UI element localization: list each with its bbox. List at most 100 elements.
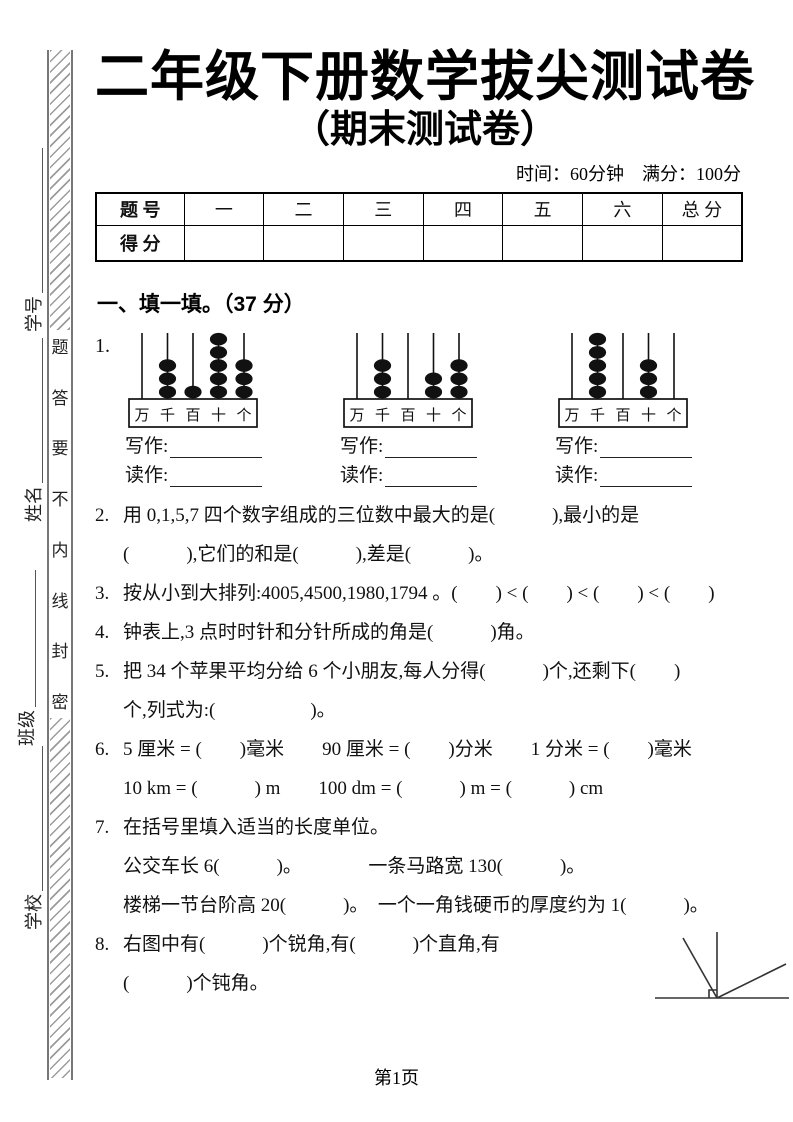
write-as-line: 写作: [125, 436, 263, 458]
score-table-col: 一 [183, 192, 265, 226]
seal-warning-char: 封 [51, 642, 69, 662]
angles-diagram [655, 932, 789, 999]
paper-content: 二年级下册数学拔尖测试卷 （期末测试卷） 时间：60分钟 满分：100分 题 号… [95, 38, 755, 1003]
abacus-figure-2: 万千百十个 [343, 332, 473, 428]
question-7-line-3: 楼梯一节台阶高 20( )。 一个一角钱硬币的厚度约为 1( )。 [123, 894, 709, 916]
field-name-label: 姓名 [24, 486, 44, 522]
svg-text:百: 百 [615, 408, 630, 424]
svg-text:百: 百 [400, 408, 415, 424]
seal-warning-char: 要 [51, 439, 69, 459]
question-3: 3. 按从小到大排列:4005,4500,1980,1794 。( ) < ( … [95, 574, 755, 613]
score-cell [183, 224, 265, 262]
question-2-number: 2. [95, 504, 110, 526]
score-cell [263, 224, 344, 262]
seal-warning-char: 不 [51, 490, 69, 510]
write-as-label: 写作: [340, 435, 384, 457]
question-7-line-2: 公交车长 6( )。 一条马路宽 130( )。 [123, 855, 586, 877]
svg-text:十: 十 [641, 407, 656, 424]
blank-line [600, 485, 693, 487]
score-table-label-question-number: 题 号 [95, 192, 185, 226]
question-5-line-1: 把 34 个苹果平均分给 6 个小朋友,每人分得( )个,还剩下( ) [123, 660, 681, 682]
read-as-line: 读作: [125, 465, 263, 487]
score-table-label-score: 得 分 [95, 224, 185, 262]
question-6: 6. 5 厘米 = ( )毫米 90 厘米 = ( )分米 1 分米 = ( )… [95, 730, 755, 808]
svg-text:个: 个 [236, 407, 251, 424]
read-as-label: 读作: [555, 464, 599, 486]
seal-warning-char: 内 [51, 540, 69, 560]
question-6-number: 6. [95, 738, 110, 760]
score-table-col: 三 [342, 192, 424, 226]
question-4-line-1: 钟表上,3 点时时针和分针所成的角是( )角。 [123, 621, 535, 643]
svg-text:十: 十 [426, 407, 441, 424]
field-name-line [42, 338, 43, 483]
field-student-number-label: 学号 [24, 296, 44, 332]
seal-hatch-bottom [50, 718, 70, 1078]
field-student-number: 学号 [16, 148, 46, 332]
score-table-col: 四 [422, 192, 504, 226]
question-4: 4. 钟表上,3 点时时针和分针所成的角是( )角。 [95, 613, 755, 652]
question-list: 2. 用 0,1,5,7 四个数字组成的三位数中最大的是( ),最小的是 ( )… [95, 496, 755, 1003]
question-8-line-2: ( )个钝角。 [123, 972, 269, 994]
score-table-score-row: 得 分 [95, 224, 743, 262]
score-cell [422, 224, 504, 262]
question-4-number: 4. [95, 621, 110, 643]
score-cell [502, 224, 584, 262]
question-2: 2. 用 0,1,5,7 四个数字组成的三位数中最大的是( ),最小的是 ( )… [95, 496, 755, 574]
write-as-line: 写作: [340, 436, 478, 458]
seal-warning-char: 答 [51, 388, 69, 408]
page-number: 第1页 [374, 1068, 419, 1088]
svg-text:万: 万 [564, 408, 579, 424]
seal-warning-char: 线 [51, 591, 69, 611]
abacus-block-1: 万千百十个 写作: 读作: [125, 331, 263, 487]
question-5-line-2: 个,列式为:( )。 [123, 699, 336, 721]
field-school-label: 学校 [24, 894, 44, 930]
question-7-number: 7. [95, 816, 110, 838]
question-5-number: 5. [95, 660, 110, 682]
question-2-line-2: ( ),它们的和是( ),差是( )。 [123, 543, 494, 565]
question-6-line-2: 10 km = ( ) m 100 dm = ( ) m = ( ) cm [123, 777, 604, 799]
section-one-heading: 一、填一填。（37 分） [97, 292, 305, 316]
svg-text:百: 百 [185, 408, 200, 424]
blank-line [385, 456, 478, 458]
question-7-line-1: 在括号里填入适当的长度单位。 [123, 816, 390, 838]
blank-line [385, 485, 478, 487]
score-cell [342, 224, 424, 262]
question-6-line-1: 5 厘米 = ( )毫米 90 厘米 = ( )分米 1 分米 = ( )毫米 [123, 738, 692, 760]
page-subtitle: （期末测试卷） [291, 109, 558, 152]
field-class-line [35, 570, 36, 707]
read-as-line: 读作: [340, 465, 478, 487]
seal-hatch-top [50, 50, 70, 330]
field-name: 姓名 [16, 338, 46, 522]
field-school-line [42, 746, 43, 891]
question-1-number: 1. [95, 334, 110, 357]
score-table-col: 五 [502, 192, 584, 226]
svg-text:千: 千 [160, 407, 175, 424]
page-title: 二年级下册数学拔尖测试卷 [95, 47, 755, 107]
svg-text:千: 千 [590, 407, 605, 424]
score-table-header-row: 题 号 一 二 三 四 五 六 总 分 [95, 192, 743, 226]
write-as-label: 写作: [125, 435, 169, 457]
read-as-label: 读作: [125, 464, 169, 486]
svg-text:万: 万 [134, 408, 149, 424]
blank-line [170, 456, 263, 458]
question-3-number: 3. [95, 582, 110, 604]
score-table-col: 总 分 [661, 192, 743, 226]
write-as-line: 写作: [555, 436, 693, 458]
svg-text:千: 千 [375, 407, 390, 424]
question-8-number: 8. [95, 933, 110, 955]
score-table-col: 六 [582, 192, 663, 226]
question-2-line-1: 用 0,1,5,7 四个数字组成的三位数中最大的是( ),最小的是 [123, 504, 640, 526]
read-as-label: 读作: [340, 464, 384, 486]
svg-text:个: 个 [666, 407, 681, 424]
abacus-figure-3: 万千百十个 [558, 332, 688, 428]
time-score-info: 时间：60分钟 满分：100分 [516, 163, 741, 184]
question-5: 5. 把 34 个苹果平均分给 6 个小朋友,每人分得( )个,还剩下( ) 个… [95, 652, 755, 730]
field-student-number-line [42, 148, 43, 293]
abacus-block-3: 万千百十个 写作: 读作: [555, 331, 693, 487]
question-1: 1. 万千百十个 写作: 读作: 万千百十个 写作: 读作: [95, 331, 755, 487]
question-3-line-1: 按从小到大排列:4005,4500,1980,1794 。( ) < ( ) <… [123, 582, 715, 604]
abacus-figure-1: 万千百十个 [128, 332, 258, 428]
write-as-label: 写作: [555, 435, 599, 457]
svg-text:个: 个 [451, 407, 466, 424]
